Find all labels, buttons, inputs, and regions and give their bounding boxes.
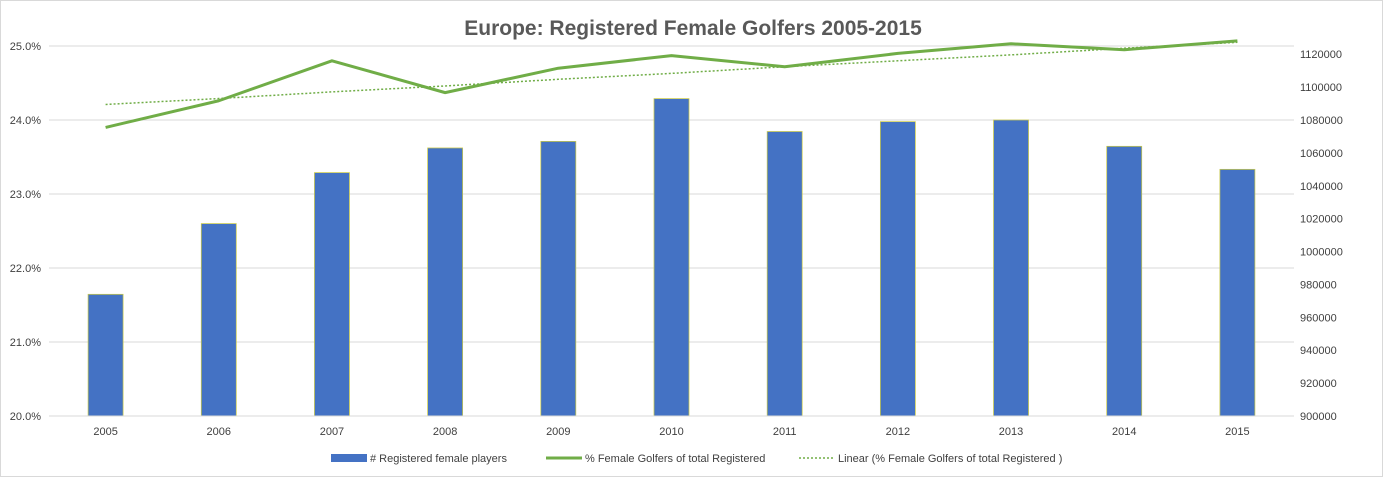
trendline <box>105 41 1238 106</box>
bar <box>993 119 1029 417</box>
line-series <box>105 39 1238 129</box>
bar <box>1106 145 1143 417</box>
left-tick-label: 20.0% <box>10 411 41 423</box>
right-tick-label: 940000 <box>1300 345 1337 357</box>
x-tick-label: 2008 <box>433 426 457 438</box>
bar <box>1219 168 1256 417</box>
left-tick-label: 24.0% <box>10 115 41 127</box>
series-line <box>105 39 1238 129</box>
x-tick-label: 2006 <box>207 426 231 438</box>
left-axis: 20.0% 21.0% 22.0% 23.0% 24.0% 25.0% <box>10 41 41 423</box>
legend-bar-label: # Registered female players <box>370 453 507 465</box>
right-tick-label: 1100000 <box>1300 82 1342 94</box>
right-tick-label: 960000 <box>1300 312 1337 324</box>
legend-line-label: % Female Golfers of total Registered <box>585 453 765 465</box>
legend: # Registered female players % Female Gol… <box>331 453 1062 465</box>
bar <box>540 141 577 417</box>
right-tick-label: 1120000 <box>1300 49 1342 61</box>
right-tick-label: 1040000 <box>1300 181 1343 193</box>
bar <box>766 131 803 417</box>
x-axis: 2005 2006 2007 2008 2009 2010 2011 2012 2013 2014… <box>49 415 1294 438</box>
right-tick-label: 1020000 <box>1300 214 1343 226</box>
x-tick-label: 2011 <box>773 426 797 438</box>
left-tick-label: 21.0% <box>10 337 41 349</box>
legend-bar-swatch <box>331 454 367 462</box>
right-tick-label: 1000000 <box>1300 247 1343 259</box>
x-tick-label: 2013 <box>999 426 1023 438</box>
bar <box>314 172 350 417</box>
x-tick-label: 2007 <box>320 426 344 438</box>
left-tick-label: 23.0% <box>10 189 41 201</box>
bar <box>879 121 916 417</box>
bar <box>427 147 464 417</box>
trendline-series <box>105 41 1238 106</box>
bar <box>200 223 237 417</box>
right-tick-label: 900000 <box>1300 411 1337 423</box>
left-tick-label: 22.0% <box>10 263 41 275</box>
left-tick-label: 25.0% <box>10 41 41 53</box>
right-axis: 900000 920000 940000 960000 980000 1000000 102… <box>1300 49 1343 423</box>
x-tick-label: 2005 <box>93 426 117 438</box>
x-tick-label: 2014 <box>1112 426 1136 438</box>
x-tick-label: 2010 <box>659 426 683 438</box>
x-tick-label: 2015 <box>1225 426 1249 438</box>
right-tick-label: 1080000 <box>1300 115 1343 127</box>
chart-title: Europe: Registered Female Golfers 2005-2… <box>464 17 922 40</box>
x-tick-label: 2009 <box>546 426 570 438</box>
right-tick-label: 980000 <box>1300 279 1337 291</box>
bar <box>653 98 690 417</box>
x-tick-label: 2012 <box>886 426 910 438</box>
right-tick-label: 1060000 <box>1300 148 1343 160</box>
right-tick-label: 920000 <box>1300 378 1337 390</box>
legend-trend-label: Linear (% Female Golfers of total Regist… <box>838 453 1062 465</box>
bar-series <box>87 98 1256 417</box>
bar <box>87 293 124 417</box>
